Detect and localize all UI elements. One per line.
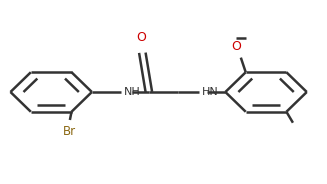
Text: NH: NH [124,87,140,97]
Text: O: O [231,40,241,53]
Text: Br: Br [63,125,77,138]
Text: O: O [136,31,146,44]
Text: HN: HN [202,87,218,97]
